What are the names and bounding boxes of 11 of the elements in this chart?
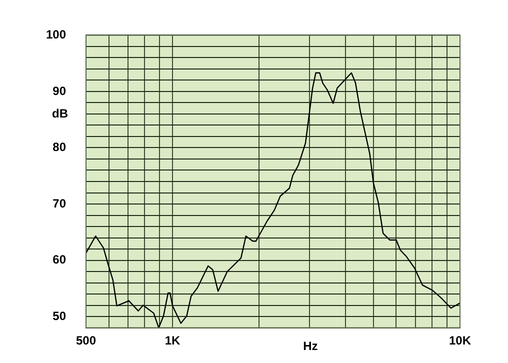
x-tick-label: 10K xyxy=(448,333,472,348)
y-tick-label: 60 xyxy=(52,252,66,267)
y-axis-title: dB xyxy=(52,106,68,121)
y-tick-label: 50 xyxy=(52,308,66,323)
x-axis-title: Hz xyxy=(303,339,318,354)
y-tick-label: 90 xyxy=(52,84,66,98)
y-tick-label: 70 xyxy=(52,196,66,210)
y-tick-label: 80 xyxy=(52,140,66,154)
y-tick-label: 100 xyxy=(46,28,66,42)
x-tick-label: 500 xyxy=(76,333,96,348)
x-tick-label: 1K xyxy=(164,333,181,348)
